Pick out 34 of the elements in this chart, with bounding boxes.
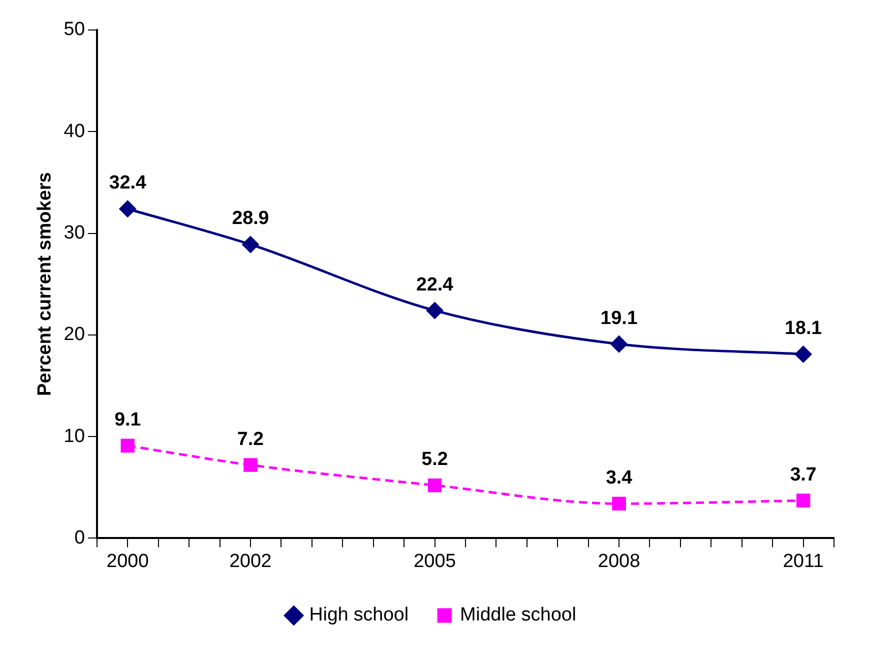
point xyxy=(120,438,135,453)
x-tick-label: 2011 xyxy=(782,550,824,572)
data-label: 3.4 xyxy=(606,467,633,488)
data-label: 5.2 xyxy=(422,449,448,470)
x-tick-label: 2000 xyxy=(106,550,149,572)
y-tick-label: 50 xyxy=(64,19,85,40)
point xyxy=(795,346,812,362)
data-label: 9.1 xyxy=(114,409,142,430)
y-tick-label: 30 xyxy=(64,222,85,244)
x-tick-label: 2002 xyxy=(229,550,272,572)
y-tick-label: 0 xyxy=(74,527,85,548)
data-label: 32.4 xyxy=(109,172,147,194)
legend-label: High school xyxy=(309,604,409,626)
point xyxy=(612,496,626,511)
data-label: 28.9 xyxy=(232,208,269,230)
data-label: 19.1 xyxy=(600,308,638,329)
data-label: 18.1 xyxy=(784,318,822,339)
point xyxy=(242,236,259,253)
y-tick-label: 40 xyxy=(64,120,85,142)
point xyxy=(244,458,258,472)
legend-label: Middle school xyxy=(460,604,576,626)
y-axis-title: Percent current smokers xyxy=(34,172,56,396)
data-label: 22.4 xyxy=(416,274,454,296)
data-label: 3.7 xyxy=(790,464,816,486)
point xyxy=(428,478,442,492)
x-tick-label: 2008 xyxy=(598,550,640,572)
point xyxy=(426,302,444,319)
point xyxy=(119,200,136,218)
data-label: 7.2 xyxy=(237,428,264,450)
point xyxy=(796,494,810,508)
y-tick-label: 20 xyxy=(64,324,85,346)
x-tick-label: 2005 xyxy=(414,550,456,572)
point xyxy=(610,336,628,352)
y-tick-label: 10 xyxy=(64,426,85,447)
